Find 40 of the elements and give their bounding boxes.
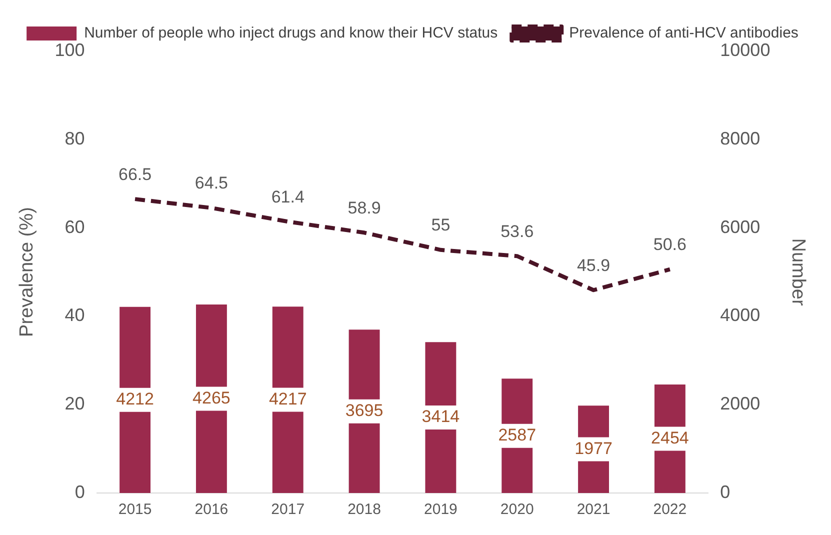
data-label: 2587 (498, 426, 536, 445)
data-label: 3414 (422, 407, 460, 426)
y-tick-label: 0 (74, 482, 85, 502)
y2-tick-label: 10000 (720, 40, 770, 60)
y2-tick-label: 6000 (720, 216, 760, 237)
x-tick-label: 2020 (500, 501, 534, 518)
legend-label: Number of people who inject drugs and know their HCV status (84, 24, 498, 42)
y-tick-label: 40 (64, 305, 85, 326)
data-label: 55 (431, 216, 450, 235)
data-label: 50.6 (653, 235, 686, 254)
y2-tick-label: 0 (720, 482, 730, 502)
x-tick-label: 2017 (271, 501, 305, 518)
data-label: 64.5 (194, 174, 228, 193)
data-label: 4212 (116, 390, 154, 409)
y2-tick-label: 4000 (720, 305, 760, 326)
data-label: 4265 (192, 388, 230, 408)
data-label: 53.6 (500, 222, 534, 241)
data-label: 4217 (268, 389, 307, 408)
x-tick-label: 2019 (424, 501, 458, 518)
data-label: 66.5 (118, 164, 152, 184)
y-tick-label: 100 (54, 40, 85, 60)
y2-tick-label: 2000 (720, 394, 760, 414)
data-label: 58.9 (348, 198, 381, 218)
data-label: 3695 (345, 401, 384, 420)
data-label: 61.4 (271, 187, 304, 206)
y-tick-label: 60 (64, 216, 85, 237)
x-tick-label: 2021 (576, 501, 610, 518)
data-label: 2454 (651, 428, 689, 448)
legend-label: Prevalence of anti-HCV antibodies (569, 24, 798, 42)
y-tick-label: 20 (64, 394, 85, 414)
data-label: 1977 (574, 438, 612, 458)
x-tick-label: 2015 (118, 501, 152, 518)
y2-axis-title: Number (787, 238, 808, 306)
x-tick-label: 2016 (194, 501, 228, 518)
y-tick-label: 80 (64, 128, 85, 148)
x-tick-label: 2022 (653, 501, 687, 518)
data-label: 45.9 (576, 256, 610, 275)
y-axis-title: Prevalence (%) (16, 207, 38, 337)
y2-tick-label: 8000 (720, 128, 760, 148)
x-tick-label: 2018 (348, 501, 381, 518)
